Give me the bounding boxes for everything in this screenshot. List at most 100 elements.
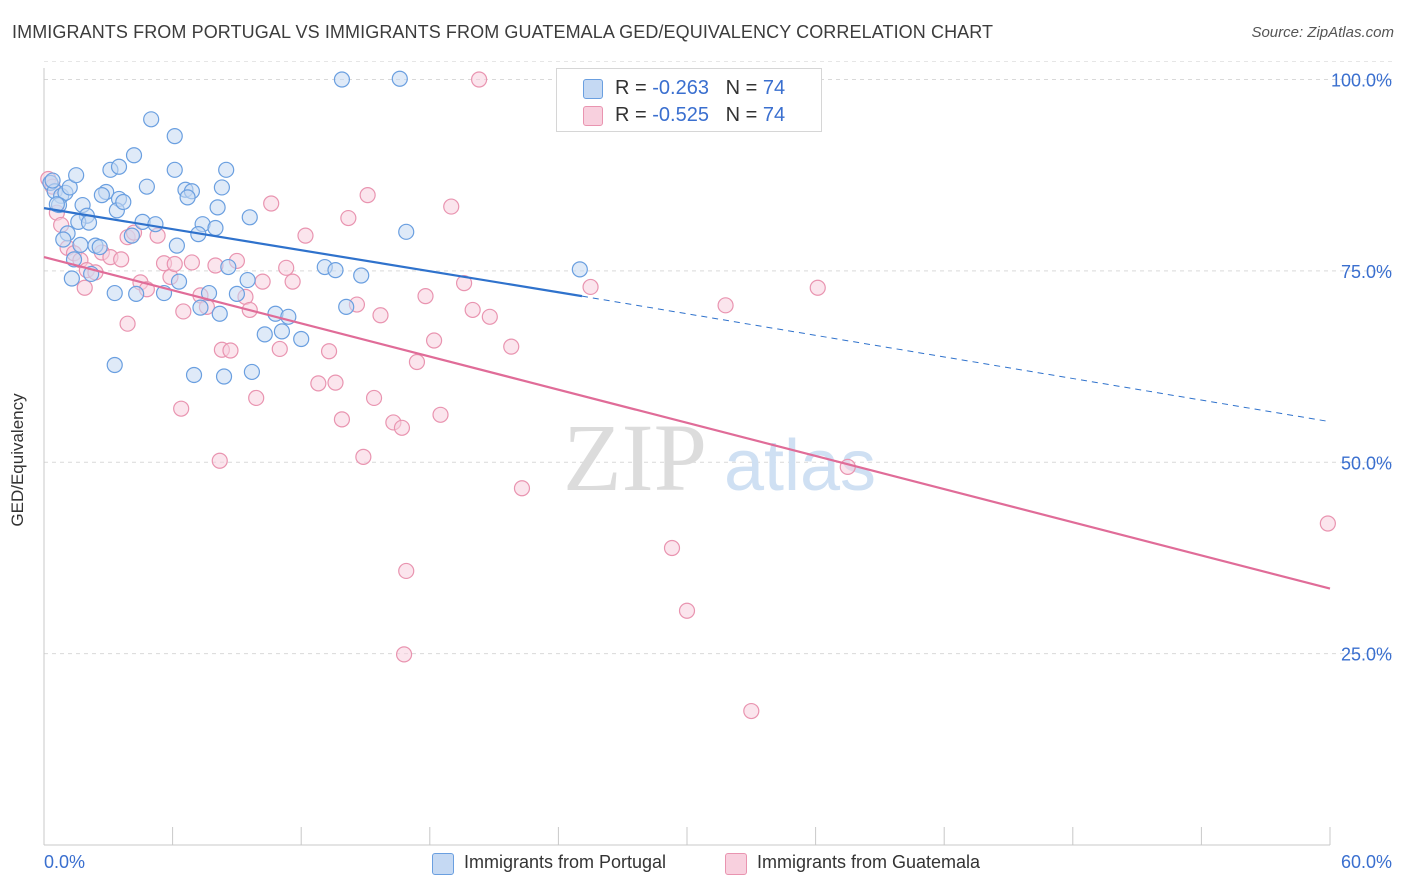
y-tick-label: 25.0% [1341, 645, 1392, 665]
guatemala-point [425, 332, 443, 349]
portugal-point [106, 284, 123, 302]
portugal-point [143, 111, 160, 128]
guatemala-point [481, 308, 498, 325]
portugal-point [115, 193, 132, 211]
guatemala-point [678, 602, 696, 619]
guatemala-point [76, 279, 93, 296]
guatemala-point [333, 411, 351, 428]
guatemala-point [320, 343, 338, 360]
bottom-legend-guatemala-label: Immigrants from Guatemala [757, 852, 981, 872]
portugal-point [55, 231, 72, 248]
series-guatemala-points [40, 71, 1336, 720]
portugal-point [106, 356, 123, 374]
guatemala-point [113, 251, 130, 268]
portugal-point [179, 189, 196, 206]
portugal-point [215, 368, 233, 385]
portugal-point [138, 178, 155, 195]
portugal-trend-extension [581, 295, 1331, 423]
portugal-point [241, 209, 258, 226]
portugal-point [128, 285, 145, 302]
portugal-point [192, 299, 209, 316]
guatemala-point [408, 353, 426, 371]
chart-title: IMMIGRANTS FROM PORTUGAL VS IMMIGRANTS F… [12, 22, 994, 42]
guatemala-point [254, 273, 271, 290]
guatemala-point [743, 702, 760, 720]
portugal-point [353, 267, 370, 284]
portugal-point [72, 236, 89, 253]
n-label: N = [725, 104, 758, 126]
portugal-point [239, 271, 256, 289]
x-tick-label-min: 0.0% [44, 852, 86, 872]
portugal-n-value: 74 [762, 77, 786, 99]
guatemala-point [183, 254, 200, 271]
guatemala-point [372, 307, 389, 324]
guatemala-point [503, 338, 520, 355]
guatemala-point [355, 448, 372, 465]
portugal-trend-line [43, 207, 583, 298]
guatemala-point [175, 303, 192, 320]
guatemala-point [809, 279, 826, 296]
portugal-point [218, 161, 235, 178]
portugal-point [68, 167, 85, 184]
guatemala-point [395, 646, 413, 663]
portugal-point [327, 262, 344, 279]
guatemala-point [365, 389, 383, 407]
portugal-point [170, 273, 188, 290]
guatemala-point [432, 406, 449, 423]
portugal-point [293, 330, 310, 348]
portugal-r-value: -0.263 [652, 77, 709, 99]
guatemala-point [839, 458, 856, 475]
y-tick-label: 75.0% [1341, 262, 1392, 282]
guatemala-point [340, 209, 357, 227]
watermark: ZIP atlas [563, 404, 876, 511]
portugal-point [91, 239, 108, 256]
portugal-point [256, 326, 273, 343]
y-axis-label: GED/Equivalency [8, 393, 27, 527]
y-tick-label: 50.0% [1341, 453, 1392, 473]
source-label: Source: ZipAtlas.com [1251, 24, 1394, 41]
gridlines [44, 61, 1392, 655]
r-label: R = [615, 77, 647, 99]
bottom-legend-portugal-label: Immigrants from Portugal [464, 852, 667, 872]
trend-lines [43, 207, 1331, 590]
r-label: R = [615, 104, 647, 126]
portugal-point [93, 186, 110, 204]
guatemala-point [443, 198, 460, 215]
y-tick-label: 100.0% [1331, 71, 1392, 91]
guatemala-point [582, 278, 599, 296]
portugal-point [391, 70, 408, 87]
portugal-point [63, 270, 80, 287]
guatemala-point [211, 452, 228, 469]
portugal-point [44, 172, 61, 189]
portugal-point [211, 305, 228, 322]
guatemala-point [455, 275, 473, 292]
guatemala-n-value: 74 [762, 104, 786, 126]
portugal-swatch-icon [583, 79, 603, 99]
guatemala-point [119, 315, 136, 332]
guatemala-legend-icon [725, 853, 747, 875]
portugal-point [333, 71, 351, 88]
portugal-point [220, 258, 237, 276]
portugal-point [166, 161, 183, 178]
guatemala-point [464, 301, 481, 319]
guatemala-point [297, 227, 314, 244]
guatemala-point [166, 255, 183, 273]
guatemala-point [513, 480, 531, 497]
portugal-point [125, 147, 143, 164]
guatemala-point [263, 195, 280, 212]
portugal-point [168, 237, 185, 254]
guatemala-point [222, 342, 239, 359]
guatemala-point [470, 71, 488, 88]
portugal-point [185, 366, 203, 384]
portugal-point [209, 199, 226, 216]
portugal-legend-icon [432, 853, 454, 875]
portugal-point [213, 179, 230, 196]
n-label: N = [725, 77, 758, 99]
portugal-point [207, 219, 224, 237]
guatemala-point [717, 297, 734, 314]
guatemala-point [1319, 515, 1336, 532]
portugal-point [166, 128, 183, 145]
y-tick-labels: 25.0% 50.0% 75.0% 100.0% [1331, 71, 1392, 665]
guatemala-point [310, 375, 327, 392]
